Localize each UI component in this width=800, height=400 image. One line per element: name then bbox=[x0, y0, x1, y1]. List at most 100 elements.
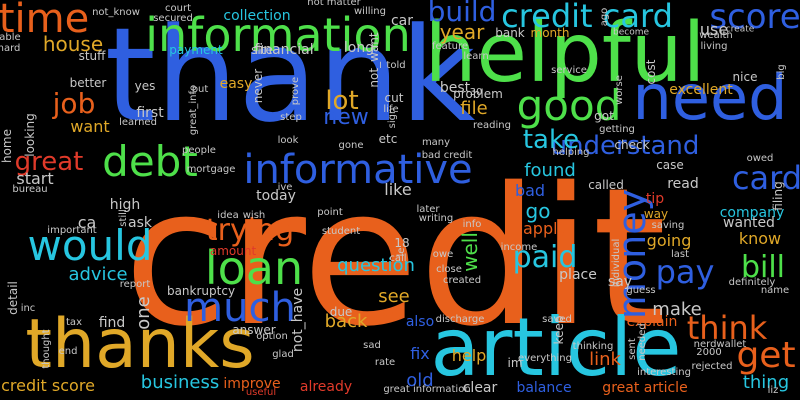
word-financial: financial bbox=[254, 42, 314, 58]
word-time: time bbox=[0, 0, 90, 42]
word-called: called bbox=[588, 178, 624, 192]
word-best: best bbox=[439, 80, 471, 96]
word-file: file bbox=[460, 98, 488, 119]
word-look: look bbox=[277, 135, 299, 146]
word-liz: liz bbox=[767, 385, 779, 396]
word-old: old bbox=[406, 370, 434, 391]
word-never: never bbox=[251, 68, 265, 104]
word-owed: owed bbox=[746, 153, 774, 164]
word-one: one bbox=[133, 296, 154, 330]
word-bank: bank bbox=[495, 26, 525, 40]
word-advice: advice bbox=[68, 264, 128, 285]
word-info: info bbox=[462, 219, 482, 230]
word-easy: easy bbox=[219, 76, 253, 92]
word-filing: filing bbox=[771, 181, 785, 211]
word-willing: willing bbox=[354, 6, 386, 17]
word-people: people bbox=[182, 145, 216, 156]
word-want: want bbox=[70, 117, 110, 136]
word-pay: pay bbox=[655, 253, 715, 291]
word-put: put bbox=[191, 84, 209, 95]
word-new: new bbox=[323, 105, 369, 130]
word-owe: owe bbox=[432, 249, 454, 260]
word-nice: nice bbox=[732, 70, 758, 84]
word-much: much bbox=[184, 285, 296, 331]
word-check: check bbox=[614, 138, 650, 152]
word-learn: learn bbox=[463, 51, 489, 62]
word-keep: keep bbox=[552, 315, 566, 345]
word-found: found bbox=[524, 160, 576, 181]
word-create: create bbox=[725, 24, 755, 35]
word-thanks: thanks bbox=[25, 305, 255, 384]
word-bureau: bureau bbox=[12, 184, 48, 195]
word-living: living bbox=[700, 41, 728, 52]
word-thinking: thinking bbox=[572, 341, 614, 352]
word-tax: tax bbox=[66, 317, 82, 328]
word-site: site bbox=[251, 43, 273, 57]
word-first: first bbox=[136, 105, 164, 121]
word-card: card bbox=[731, 159, 800, 197]
word-wish: wish bbox=[242, 210, 266, 221]
word-step: step bbox=[280, 112, 302, 123]
word-hard: hard bbox=[0, 43, 21, 54]
word-credit-card: credit card bbox=[501, 0, 673, 35]
word-ago: ago bbox=[599, 7, 610, 27]
word-link: link bbox=[589, 349, 621, 370]
word-would: would bbox=[27, 221, 153, 270]
word-idea: idea bbox=[217, 210, 239, 221]
word-nerdwallet: nerdwallet bbox=[693, 339, 747, 350]
word-excellent: excellent bbox=[669, 82, 733, 98]
word-last: last bbox=[670, 249, 690, 260]
word-trying: trying bbox=[205, 213, 295, 248]
word-year: year bbox=[439, 20, 485, 44]
word-like: like bbox=[384, 180, 412, 199]
word-great-information: great information bbox=[383, 384, 471, 395]
word-job: job bbox=[52, 87, 96, 120]
word-needed: needed bbox=[637, 323, 648, 361]
word-worse: worse bbox=[614, 75, 625, 105]
word-later: later bbox=[416, 204, 440, 215]
word-end: end bbox=[58, 346, 78, 357]
word-way: way bbox=[643, 207, 669, 221]
word-income: income bbox=[500, 242, 538, 253]
word-place: place bbox=[559, 267, 597, 283]
word-cash: cash bbox=[365, 308, 399, 324]
word-got: got bbox=[594, 109, 614, 123]
word-created: created bbox=[442, 275, 482, 286]
word-balance: balance bbox=[516, 380, 572, 396]
word-lot: lot bbox=[325, 86, 359, 116]
word-due: due bbox=[329, 305, 353, 319]
word-bad-credit: bad credit bbox=[421, 150, 473, 161]
word-back: back bbox=[324, 311, 368, 332]
word-feature: feature bbox=[431, 41, 469, 52]
word-life: life bbox=[383, 104, 399, 115]
word-saved: saved bbox=[542, 314, 572, 325]
word-think: think bbox=[686, 309, 768, 347]
word-still: still bbox=[118, 209, 129, 227]
word-understand: understand bbox=[550, 131, 700, 161]
word-call: call bbox=[389, 253, 407, 264]
word-detail: detail bbox=[6, 281, 20, 315]
word-make: make bbox=[652, 299, 702, 320]
word-helping: helping bbox=[552, 147, 590, 158]
word-service: service bbox=[551, 65, 587, 76]
word-guess: guess bbox=[626, 285, 656, 296]
word-help: help bbox=[451, 346, 487, 365]
word-everything: everything bbox=[518, 353, 572, 364]
word-bankruptcy: bankruptcy bbox=[166, 284, 236, 298]
word-paid: paid bbox=[512, 240, 578, 275]
word-ca: ca bbox=[77, 213, 97, 232]
word-start: start bbox=[16, 169, 54, 188]
word-sent: sent bbox=[627, 338, 638, 360]
word-30: 30 bbox=[469, 87, 483, 98]
word-going: going bbox=[646, 231, 692, 250]
word-rejected: rejected bbox=[691, 361, 733, 372]
word-article: article bbox=[430, 301, 682, 394]
word-say: say bbox=[607, 274, 633, 290]
word-well: well bbox=[458, 232, 482, 272]
word-wealth: wealth bbox=[699, 30, 733, 41]
word-use: use bbox=[699, 20, 729, 39]
word-sign: sign bbox=[387, 107, 398, 129]
word-great-info: great_info bbox=[188, 84, 199, 136]
word-build: build bbox=[427, 0, 497, 28]
